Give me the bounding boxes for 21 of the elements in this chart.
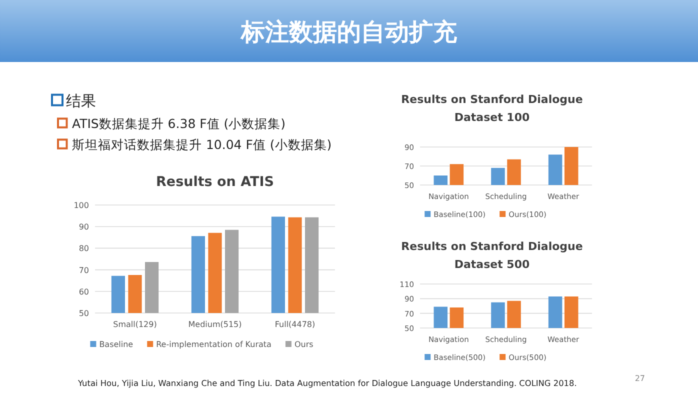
legend-label: Re-implementation of Kurata	[156, 340, 272, 349]
y-tick-label: 80	[78, 244, 89, 254]
y-tick-label: 60	[78, 287, 89, 296]
y-tick-label: 90	[78, 222, 89, 232]
y-tick-label: 70	[78, 266, 89, 275]
chart-title: Results on ATIS	[156, 174, 274, 190]
text: 标注数据的自动扩充	[240, 18, 458, 46]
x-tick-label: Medium(515)	[188, 320, 242, 329]
chart-title: Results on Stanford Dialogue Dataset 100	[401, 93, 583, 124]
text: 斯坦福对话数据集提升 10.04 F值 (小数据集)	[72, 137, 332, 152]
y-tick-label: 50	[78, 309, 89, 318]
x-tick-label: Small(129)	[113, 320, 157, 329]
chart-title: Results on Stanford Dialogue Dataset 500	[401, 240, 583, 271]
legend-label: Ours	[294, 340, 314, 349]
legend-label: Baseline	[99, 340, 134, 349]
y-tick-label: 100	[74, 201, 89, 210]
text: Yutai Hou, Yijia Liu, Wanxiang Che and Ting Liu. Data Augmentation for Dialogue Language Understanding. COLING 2018.	[77, 378, 577, 388]
text: 结果	[66, 92, 96, 110]
text: 27	[634, 374, 645, 383]
x-tick-label: Full(4478)	[274, 320, 316, 329]
text: ATIS数据集提升 6.38 F值 (小数据集)	[72, 116, 286, 131]
